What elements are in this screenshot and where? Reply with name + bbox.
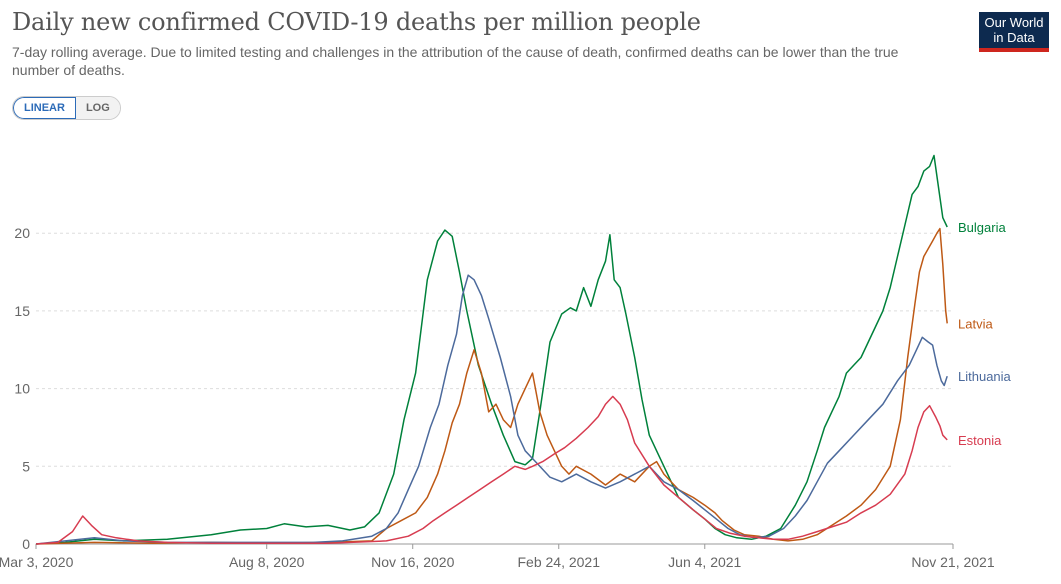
scale-toggle: LINEAR LOG [12, 96, 121, 120]
y-tick-label: 20 [14, 225, 30, 241]
y-tick-label: 0 [22, 536, 30, 552]
log-scale-button[interactable]: LOG [75, 97, 120, 119]
y-tick-label: 5 [22, 458, 30, 474]
x-tick-label: Jun 4, 2021 [668, 554, 741, 570]
owid-logo[interactable]: Our World in Data [979, 12, 1049, 52]
x-tick-label: Nov 21, 2021 [911, 554, 994, 570]
x-tick-label: Aug 8, 2020 [229, 554, 305, 570]
series-label-estonia: Estonia [958, 433, 1002, 448]
x-tick-label: Mar 3, 2020 [0, 554, 74, 570]
series-line-bulgaria [35, 154, 948, 545]
y-tick-label: 15 [14, 303, 30, 319]
series-label-latvia: Latvia [958, 316, 993, 331]
series-line-latvia [35, 227, 948, 545]
y-tick-label: 10 [14, 381, 30, 397]
series-line-estonia [35, 395, 948, 545]
x-tick-label: Feb 24, 2021 [517, 554, 600, 570]
series-label-bulgaria: Bulgaria [958, 220, 1006, 235]
logo-line-2: in Data [993, 30, 1035, 45]
chart-subtitle: 7-day rolling average. Due to limited te… [12, 44, 899, 78]
series-label-lithuania: Lithuania [958, 369, 1012, 384]
series-line-lithuania [35, 274, 948, 545]
logo-line-1: Our World [984, 15, 1044, 30]
chart-title: Daily new confirmed COVID-19 deaths per … [12, 8, 701, 36]
linear-scale-button[interactable]: LINEAR [13, 97, 76, 119]
x-tick-label: Nov 16, 2020 [371, 554, 454, 570]
